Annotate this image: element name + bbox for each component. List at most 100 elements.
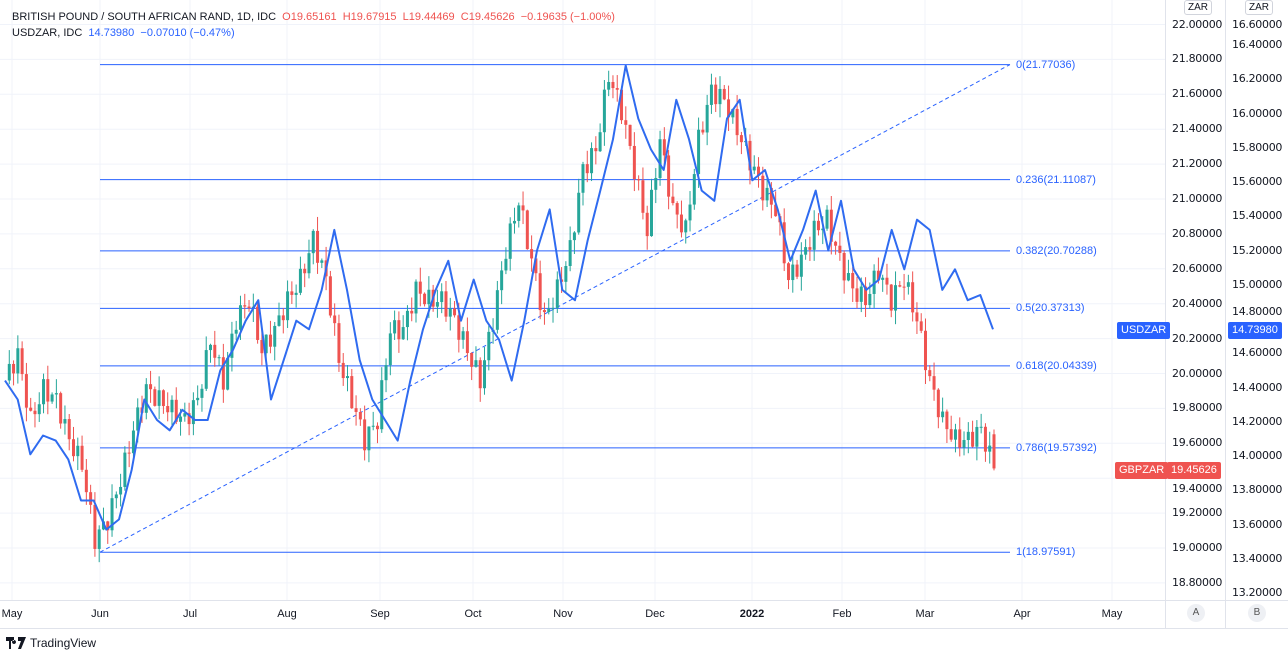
candle-body bbox=[620, 89, 624, 121]
candle-body bbox=[354, 408, 358, 412]
candle-body bbox=[829, 209, 833, 242]
candle-body bbox=[204, 350, 208, 389]
candle-body bbox=[281, 315, 285, 321]
candle-body bbox=[166, 406, 170, 413]
axis-b-tick-label: 16.60000 bbox=[1232, 18, 1283, 31]
candle-body bbox=[418, 281, 422, 294]
candle-body bbox=[127, 452, 131, 454]
candle-body bbox=[538, 273, 542, 311]
candle-body bbox=[658, 139, 662, 179]
candle-body bbox=[80, 445, 84, 470]
axis-a-tick-label: 20.80000 bbox=[1172, 226, 1223, 240]
candle-body bbox=[645, 212, 649, 237]
candle-body bbox=[971, 431, 975, 447]
candle-body bbox=[701, 129, 705, 133]
candle-body bbox=[774, 204, 778, 217]
candle-body bbox=[337, 323, 341, 363]
candle-body bbox=[474, 360, 478, 367]
candle-body bbox=[114, 494, 118, 499]
candle-body bbox=[983, 426, 987, 452]
axis-b-tick-label: 14.20000 bbox=[1232, 414, 1283, 428]
candle-body bbox=[106, 521, 110, 531]
time-axis-label: Dec bbox=[645, 608, 665, 620]
candle-body bbox=[547, 308, 551, 313]
axis-a-tick-label: 19.20000 bbox=[1172, 506, 1223, 520]
time-axis-label: Jul bbox=[182, 608, 198, 620]
candle-body bbox=[29, 407, 33, 411]
candle-body bbox=[585, 164, 589, 174]
legend: BRITISH POUND / SOUTH AFRICAN RAND, 1D, … bbox=[12, 9, 615, 41]
candle-body bbox=[294, 292, 298, 295]
low-value: L19.44469 bbox=[402, 11, 455, 23]
candle-body bbox=[144, 384, 148, 413]
candle-body bbox=[714, 84, 718, 105]
axis-a-tick-label: 19.00000 bbox=[1172, 541, 1223, 554]
candle-body bbox=[367, 426, 371, 451]
candle-body bbox=[7, 363, 11, 381]
candle-body bbox=[851, 273, 855, 289]
axis-a-tick-label: 20.20000 bbox=[1172, 331, 1223, 345]
candle-body bbox=[641, 180, 645, 213]
candle-body bbox=[393, 320, 397, 334]
tradingview-logo[interactable]: TradingView bbox=[6, 636, 96, 650]
candle-body bbox=[598, 132, 602, 152]
change-value: −0.19635 (−1.00%) bbox=[520, 11, 615, 23]
axis-b-tick-label: 13.20000 bbox=[1232, 586, 1283, 599]
candle-body bbox=[59, 393, 63, 424]
candle-body bbox=[483, 360, 487, 389]
candle-body bbox=[808, 247, 812, 250]
candle-body bbox=[20, 348, 24, 375]
candle-body bbox=[628, 124, 632, 146]
main-series-title: BRITISH POUND / SOUTH AFRICAN RAND, 1D, … bbox=[12, 11, 277, 23]
candle-body bbox=[153, 389, 157, 406]
axis-a-tick-label: 21.80000 bbox=[1172, 52, 1223, 66]
candle-body bbox=[735, 108, 739, 136]
candle-body bbox=[671, 196, 675, 204]
time-axis-label: Mar bbox=[915, 608, 935, 620]
time-axis-label: May bbox=[1101, 608, 1123, 620]
candle-body bbox=[615, 88, 619, 90]
candle-body bbox=[654, 178, 658, 190]
candle-body bbox=[941, 411, 945, 418]
axis-b-tick-label: 16.20000 bbox=[1232, 72, 1283, 86]
candle-body bbox=[37, 404, 41, 415]
candle-body bbox=[423, 293, 427, 305]
candle-body bbox=[517, 205, 521, 221]
candle-body bbox=[200, 388, 204, 398]
candle-body bbox=[816, 220, 820, 231]
candle-body bbox=[183, 413, 187, 417]
candle-body bbox=[243, 305, 247, 307]
candle-body bbox=[290, 291, 294, 295]
axis-a-tick-label: 21.40000 bbox=[1172, 122, 1223, 136]
time-axis-label: Oct bbox=[464, 608, 482, 620]
candle-body bbox=[979, 426, 983, 428]
second-series-value: 14.73980 bbox=[88, 27, 135, 39]
candle-body bbox=[157, 390, 161, 406]
candle-body bbox=[855, 288, 859, 302]
candle-body bbox=[123, 452, 127, 487]
candle-body bbox=[975, 426, 979, 447]
axis-b-tick-label: 14.60000 bbox=[1232, 346, 1283, 360]
candle-body bbox=[508, 223, 512, 259]
candle-body bbox=[688, 204, 692, 221]
scale-a-button[interactable]: A bbox=[1187, 604, 1205, 622]
candle-body bbox=[898, 285, 902, 287]
candle-body bbox=[692, 174, 696, 205]
candle-body bbox=[889, 284, 893, 311]
candle-body bbox=[945, 411, 949, 430]
candle-body bbox=[174, 399, 178, 422]
scale-b-button[interactable]: B bbox=[1248, 604, 1266, 622]
candle-body bbox=[932, 376, 936, 390]
axis-a-tick-label: 21.00000 bbox=[1172, 192, 1223, 205]
time-axis-label: Jun bbox=[91, 608, 109, 620]
candle-body bbox=[530, 249, 534, 259]
candle-body bbox=[722, 88, 726, 100]
currency-badge-a[interactable]: ZAR bbox=[1184, 0, 1212, 15]
candle-body bbox=[457, 315, 461, 340]
currency-badge-b[interactable]: ZAR bbox=[1245, 0, 1273, 15]
candle-body bbox=[16, 348, 20, 374]
candle-body bbox=[949, 429, 953, 440]
candle-body bbox=[410, 310, 414, 314]
candle-body bbox=[765, 187, 769, 201]
